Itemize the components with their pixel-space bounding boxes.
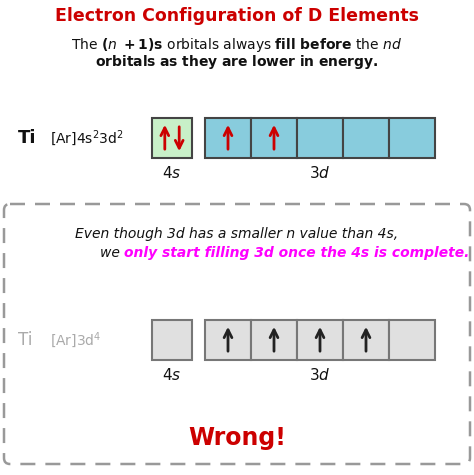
Text: Ti: Ti [18,331,32,349]
Text: we: we [100,246,124,260]
Text: Electron Configuration of D Elements: Electron Configuration of D Elements [55,7,419,25]
Bar [297,118,343,158]
Bar [152,118,192,158]
Bar [389,320,435,360]
Bar [152,320,192,360]
Bar [251,118,297,158]
Text: The $\bf{(}$$\bf{\it{n}}$$\bf{\ +1)s}$ orbitals always $\bf{fill\ before}$ the $: The $\bf{(}$$\bf{\it{n}}$$\bf{\ +1)s}$ o… [72,36,402,54]
Bar [297,320,343,360]
Text: Even though 3d has a smaller n value than 4s,: Even though 3d has a smaller n value tha… [75,227,399,241]
Text: $\it{4s}$: $\it{4s}$ [162,367,182,383]
Bar [205,320,251,360]
FancyBboxPatch shape [4,204,470,464]
Bar [205,118,251,158]
Bar [389,118,435,158]
Text: Wrong!: Wrong! [188,426,286,450]
Text: $\it{4s}$: $\it{4s}$ [162,165,182,181]
Bar [343,118,389,158]
Text: [Ar]4s$^2$3d$^2$: [Ar]4s$^2$3d$^2$ [50,128,124,148]
Text: $\it{3d}$: $\it{3d}$ [309,367,331,383]
Bar [251,320,297,360]
Bar [343,320,389,360]
Text: [Ar]3d$^4$: [Ar]3d$^4$ [50,330,101,350]
Text: $\it{3d}$: $\it{3d}$ [309,165,331,181]
Text: only start filling 3d once the 4s is complete.: only start filling 3d once the 4s is com… [124,246,469,260]
Text: Ti: Ti [18,129,36,147]
Text: $\bf{orbitals\ as\ they\ are\ lower\ in\ energy.}$: $\bf{orbitals\ as\ they\ are\ lower\ in\… [95,53,379,71]
